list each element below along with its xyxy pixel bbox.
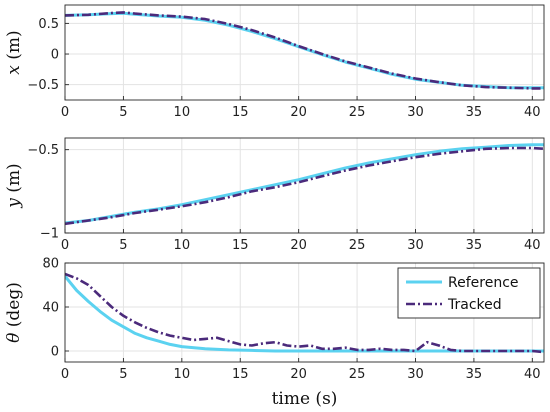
x-tick-label: 15 [232, 367, 249, 382]
y-tick-label: 80 [42, 257, 59, 272]
x-tick-label: 10 [174, 367, 191, 382]
panel-theta: 0 5 10 15 20 25 30 35 40 80 40 0 θ (deg) time (s) Refe… [4, 257, 545, 409]
panel-y: 0 5 10 15 20 25 30 35 40 −0.5 −1 y (m) [4, 137, 545, 253]
x-tick-label: 15 [232, 105, 249, 120]
tracked-line-y [65, 146, 544, 226]
tracked-line-x [65, 11, 544, 90]
legend [397, 267, 541, 319]
x-tick-label: 30 [407, 238, 424, 253]
y-tick-label: 40 [42, 301, 59, 316]
axes-box-x [64, 4, 545, 101]
x-tick-label: 5 [119, 105, 127, 120]
x-tick-label: 20 [290, 238, 307, 253]
y-tick-label: −0.5 [27, 78, 59, 93]
x-tick-label: 10 [174, 238, 191, 253]
x-tick-label: 20 [290, 367, 307, 382]
y-tick-label: −0.5 [27, 143, 59, 158]
x-tick-label: 0 [61, 105, 69, 120]
x-tick-label: 35 [466, 367, 483, 382]
axes-box-y [64, 137, 545, 234]
legend-label-reference: Reference [448, 275, 519, 291]
x-tick-label: 35 [466, 238, 483, 253]
x-tick-label: 20 [290, 105, 307, 120]
y-axis-label-theta: θ (deg) [4, 282, 24, 343]
x-tick-label: 35 [466, 105, 483, 120]
x-tick-label: 40 [524, 105, 541, 120]
x-tick-label: 30 [407, 105, 424, 120]
x-tick-label: 5 [119, 367, 127, 382]
reference-line-y [65, 143, 544, 225]
panel-x: 0 5 10 15 20 25 30 35 400.50−0.5x (m) [4, 4, 545, 120]
y-axis-label-y: y (m) [4, 163, 24, 208]
y-tick-label: 0.5 [38, 17, 59, 32]
x-tick-label: 25 [349, 367, 366, 382]
x-tick-label: 25 [349, 238, 366, 253]
reference-line-theta [65, 275, 544, 353]
legend-label-tracked: Tracked [447, 297, 502, 313]
x-axis-label: time (s) [272, 389, 338, 409]
x-tick-label: 5 [119, 238, 127, 253]
y-tick-label: 0 [51, 48, 59, 63]
axes-box-theta [64, 262, 545, 363]
x-tick-label: 25 [349, 105, 366, 120]
y-axis-label-x: x (m) [4, 30, 24, 74]
x-tick-label: 10 [174, 105, 191, 120]
y-tick-label: 0 [51, 345, 59, 360]
tracked-line-theta [65, 272, 544, 354]
y-tick-label: −1 [40, 227, 59, 242]
plot-area-y [65, 138, 544, 233]
x-tick-label: 0 [61, 367, 69, 382]
x-tick-label: 40 [524, 367, 541, 382]
x-tick-label: 0 [61, 238, 69, 253]
x-tick-label: 30 [407, 367, 424, 382]
x-tick-label: 15 [232, 238, 249, 253]
x-tick-label: 40 [524, 238, 541, 253]
